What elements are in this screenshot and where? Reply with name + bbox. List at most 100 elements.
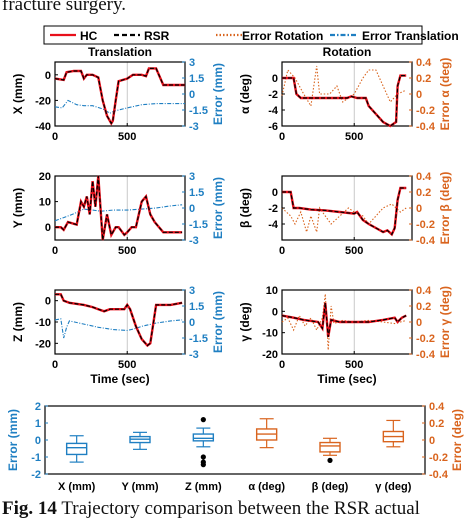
ylabel2: Error (mm): [211, 63, 225, 125]
hc-curve: [55, 293, 183, 348]
ylabel2: Error (mm): [211, 291, 225, 353]
body-text-top: fracture surgery.: [2, 0, 126, 15]
y2tick-label-3: -0.2: [416, 333, 435, 345]
box-ytick-label-1: 1: [35, 418, 41, 430]
ytick-label-0: 0: [272, 73, 278, 85]
xtick-label-0: 0: [279, 245, 285, 257]
ytick-label-1: 0: [272, 306, 278, 318]
ylabel2: Error β (deg): [438, 172, 452, 245]
xlabel: Time (sec): [317, 372, 376, 386]
ytick-label-3: -20: [262, 349, 278, 361]
box-category-label-3: α (deg): [248, 481, 285, 493]
xtick-label-1: 500: [118, 131, 136, 143]
ytick-label-2: -4: [268, 219, 279, 231]
panel-alpha: 0 -2 -4 -6 0.4 0.2 0 -0.2 -0.4 0 500 Rotation α (deg…: [238, 45, 452, 143]
y2tick-label-1: 1.5: [189, 187, 204, 199]
ylabel: X (mm): [11, 74, 25, 115]
y2tick-label-2: 0: [189, 89, 195, 101]
box-3: [255, 418, 278, 449]
rsr-curve: [55, 293, 183, 347]
rsr-curve: [54, 67, 185, 125]
box-frame: [44, 405, 426, 475]
xtick-label-1: 500: [345, 131, 363, 143]
caption-label: Fig. 14: [2, 498, 57, 519]
box-category-label-2: Z (mm): [185, 481, 222, 493]
y2tick-label-2: 0: [416, 89, 422, 101]
error-curve: [281, 65, 407, 108]
legend-label-1: RSR: [144, 29, 170, 43]
y2tick-label-0: 3: [189, 57, 195, 69]
y2tick-label-1: 0.2: [416, 73, 431, 85]
error-curve: [54, 318, 183, 339]
box-ytick-label-0: 2: [35, 401, 41, 413]
ylabel2: Error α (deg): [438, 58, 452, 131]
ytick-label-0: 0: [45, 296, 51, 308]
ylabel2: Error γ (deg): [438, 286, 452, 358]
y2tick-label-2: 0: [416, 317, 422, 329]
ytick-label-0: 0: [272, 187, 278, 199]
xtick-label-1: 500: [345, 245, 363, 257]
y2tick-label-0: 0.4: [416, 171, 432, 183]
y2tick-label-3: -0.2: [416, 105, 435, 117]
xtick-label-1: 500: [118, 359, 136, 371]
box-ylabel2: Error (deg): [450, 409, 464, 471]
ytick-label-0: 20: [39, 171, 51, 183]
box-body: [65, 442, 88, 456]
y2tick-label-0: 0.4: [416, 285, 432, 297]
hc-curve: [54, 67, 185, 126]
y2tick-label-1: 0.2: [416, 301, 431, 313]
box-ytick-label-4: -2: [31, 469, 41, 481]
box-ylabel: Error (mm): [6, 409, 20, 471]
box-category-label-0: X (mm): [58, 481, 96, 493]
ytick-label-2: -40: [35, 121, 51, 133]
legend-label-3: Error Translation: [362, 29, 459, 43]
plot-frame: [281, 61, 413, 127]
y2tick-label-4: -0.4: [416, 235, 436, 247]
box-ytick-label-2: 0: [35, 435, 41, 447]
error-curve: [281, 203, 407, 235]
outlier-1: [200, 454, 206, 460]
ytick-label-2: -4: [268, 105, 279, 117]
outlier-0: [200, 417, 206, 423]
rsr-curve: [281, 302, 407, 338]
box-category-label-1: Y (mm): [121, 481, 158, 493]
ytick-label-0: 0: [45, 70, 51, 82]
xtick-label-1: 500: [118, 245, 136, 257]
y2tick-label-0: 3: [189, 285, 195, 297]
box-body: [192, 433, 215, 442]
y2tick-label-4: -3: [189, 121, 199, 133]
y2tick-label-4: -0.4: [416, 349, 436, 361]
y2tick-label-1: 1.5: [189, 301, 204, 313]
error-curve: [54, 99, 185, 114]
ytick-label-3: -6: [268, 121, 278, 133]
ylabel2: Error (mm): [211, 177, 225, 239]
y2tick-label-3: -1.5: [189, 219, 208, 231]
y2tick-label-1: 0.2: [416, 187, 431, 199]
legend-label-0: HC: [80, 29, 98, 43]
box-category-label-4: β (deg): [312, 481, 349, 493]
figure-caption: Fig. 14 Trajectory comparison between th…: [2, 498, 420, 520]
panel-y: 20 10 0 3 1.5 0 -1.5 -3 0 500 Y (mm) Error (mm): [11, 171, 225, 257]
xtick-label-0: 0: [279, 131, 285, 143]
ylabel: Y (mm): [11, 188, 25, 228]
ytick-label-2: 0: [45, 222, 51, 234]
error-boxplot: 2 1 0 -1 -2 0.4 0.2 0 -0.2 -0.4 Error (mm) Error (d…: [6, 401, 464, 493]
xtick-label-0: 0: [52, 131, 58, 143]
box-5: [382, 419, 405, 448]
y2tick-label-2: 0: [416, 203, 422, 215]
box-y2tick-label-4: -0.4: [429, 469, 449, 481]
y2tick-label-3: -0.2: [416, 219, 435, 231]
rsr-curve: [55, 175, 183, 241]
y2tick-label-4: -3: [189, 349, 199, 361]
y2tick-label-4: -0.4: [416, 121, 436, 133]
rsr-curve: [282, 187, 407, 236]
ytick-label-1: -10: [35, 317, 51, 329]
box-2: [192, 417, 215, 468]
ylabel: α (deg): [238, 74, 252, 114]
caption-text: Trajectory comparison between the RSR ac…: [61, 498, 420, 519]
xtick-label-1: 500: [345, 359, 363, 371]
ylabel: γ (deg): [238, 302, 252, 341]
box-body: [319, 441, 341, 453]
